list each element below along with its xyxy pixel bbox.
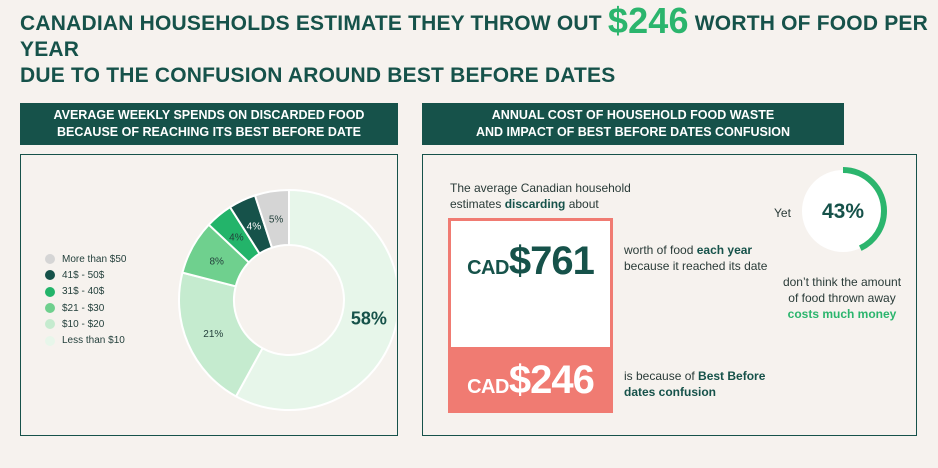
headline-text-start: CANADIAN HOUSEHOLDS ESTIMATE THEY THROW …: [20, 12, 608, 35]
donut-chart-panel: More than $50 41$ - 50$ 31$ - 40$ $21 - $30…: [20, 154, 398, 436]
legend-item: $10 - $20: [45, 316, 127, 332]
annual-cost-value: CAD$761: [451, 239, 610, 284]
legend-label: $21 - $30: [62, 302, 105, 314]
right-title-line2: AND IMPACT OF BEST BEFORE DATES CONFUSIO…: [475, 125, 791, 139]
annual-cost-box: CAD$761: [448, 218, 613, 350]
slice-label: 5%: [269, 215, 284, 226]
left-panel-title: AVERAGE WEEKLY SPENDS ON DISCARDED FOOD …: [20, 103, 398, 145]
legend-label: Less than $10: [62, 335, 125, 347]
intro-line2-bold: discarding: [504, 197, 566, 211]
slice-label: 58%: [351, 309, 387, 329]
legend-swatch: [45, 335, 55, 346]
legend-item: $21 - $30: [45, 300, 127, 316]
intro-text: The average Canadian household estimates…: [450, 180, 631, 212]
legend-swatch: [45, 270, 55, 281]
donut-slice: [234, 188, 396, 411]
left-title-line1: AVERAGE WEEKLY SPENDS ON DISCARDED FOOD: [53, 108, 365, 122]
confusion-cost-description: is because of Best Before dates confusio…: [624, 368, 765, 400]
intro-line2-pre: estimates: [450, 197, 505, 211]
gauge-background: [802, 170, 884, 252]
confusion-desc-pre: is because of: [624, 369, 699, 383]
slice-label: 21%: [203, 329, 223, 340]
intro-line1: The average Canadian household: [450, 181, 631, 195]
confusion-desc-bold: Best Before: [698, 369, 766, 383]
headline-line2: DUE TO THE CONFUSION AROUND BEST BEFORE …: [20, 64, 616, 87]
gauge-desc-line1: don’t think the amount: [782, 275, 902, 289]
gauge-arc: [799, 167, 887, 255]
page-headline: CANADIAN HOUSEHOLDS ESTIMATE THEY THROW …: [20, 3, 930, 89]
left-title-line2: BECAUSE OF REACHING ITS BEST BEFORE DATE: [57, 125, 361, 139]
slice-label: 8%: [209, 256, 224, 267]
headline-amount: $246: [607, 0, 689, 41]
headline-text-end: WORTH OF FOOD PER YEAR: [20, 12, 929, 61]
confusion-cost-value: CAD$246: [448, 358, 613, 403]
slice-label: 4%: [229, 232, 244, 243]
donut-chart: 58% 21% 8% 4%4% 5%: [178, 188, 396, 411]
confusion-cost-amount: $246: [508, 358, 595, 402]
legend-swatch: [45, 254, 55, 265]
chart-legend: More than $50 41$ - 50$ 31$ - 40$ $21 - $30…: [45, 251, 127, 349]
percentage-gauge: 43%: [799, 167, 887, 255]
annual-cost-description: worth of food each year because it reach…: [624, 242, 767, 274]
legend-item: Less than $10: [45, 332, 127, 348]
right-title-line1: ANNUAL COST OF HOUSEHOLD FOOD WASTE: [491, 108, 775, 122]
annual-cost-amount: $761: [508, 239, 595, 283]
legend-item: 31$ - 40$: [45, 284, 127, 300]
slice-label: 4%: [247, 221, 262, 232]
gauge-desc-line3: costs much money: [787, 307, 897, 321]
legend-swatch: [45, 286, 55, 297]
legend-swatch: [45, 303, 55, 314]
confusion-desc-line2: dates confusion: [624, 385, 717, 399]
legend-label: 31$ - 40$: [62, 286, 105, 298]
confusion-cost-box: CAD$246: [448, 350, 613, 413]
legend-label: 41$ - 50$: [62, 269, 105, 281]
food-waste-cost-panel: [422, 154, 917, 436]
donut-slice: [253, 188, 290, 249]
gauge-description: don’t think the amount of food thrown aw…: [770, 274, 914, 322]
legend-label: More than $50: [62, 253, 127, 265]
right-panel-title: ANNUAL COST OF HOUSEHOLD FOOD WASTE AND …: [422, 103, 844, 145]
legend-item: 41$ - 50$: [45, 267, 127, 283]
annual-desc-bold: each year: [696, 243, 753, 257]
gauge-desc-line2: of food thrown away: [788, 291, 896, 305]
gauge-value-label: 43%: [822, 200, 864, 223]
legend-label: $10 - $20: [62, 318, 105, 330]
annual-desc-pre: worth of food: [624, 243, 697, 257]
donut-slice: [178, 271, 264, 398]
legend-swatch: [45, 319, 55, 330]
intro-line2-post: about: [565, 197, 599, 211]
annual-desc-line2: because it reached its date: [624, 259, 768, 273]
confusion-cost-currency: CAD: [467, 376, 509, 398]
gauge-prefix: Yet: [774, 206, 791, 220]
annual-cost-currency: CAD: [467, 257, 509, 279]
legend-item: More than $50: [45, 251, 127, 267]
